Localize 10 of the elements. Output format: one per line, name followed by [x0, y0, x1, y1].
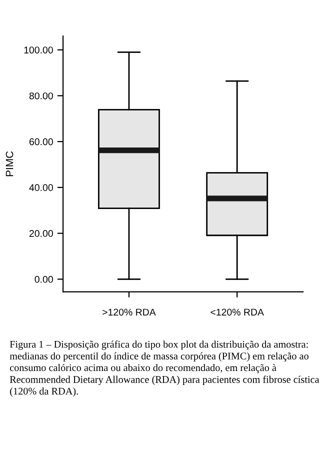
- y-tick-label: 0.00: [34, 276, 53, 283]
- y-tick-label: 60.00: [29, 138, 53, 146]
- text: Figura 1 – Disposição gráfica do tipo box plot da distribuição da amostra: medianas do percentil do índice de massa corpórea (PIMC) em relação ao consumo calórico acima ou abaixo do recomendado, em relação à Recommended Dietary Allowance (RDA) para pacientes com fibrose cística (120% da RDA).: [10, 340, 320, 397]
- y-tick-label: 40.00: [29, 184, 53, 192]
- x-tick-label: <120% RDA: [210, 308, 264, 316]
- y-tick-label: 100.00: [24, 46, 53, 54]
- y-axis-title: PIMC: [6, 151, 14, 176]
- x-tick-label: >120% RDA: [102, 308, 156, 316]
- y-tick-label: 20.00: [29, 230, 53, 237]
- y-tick-label: 80.00: [29, 92, 53, 100]
